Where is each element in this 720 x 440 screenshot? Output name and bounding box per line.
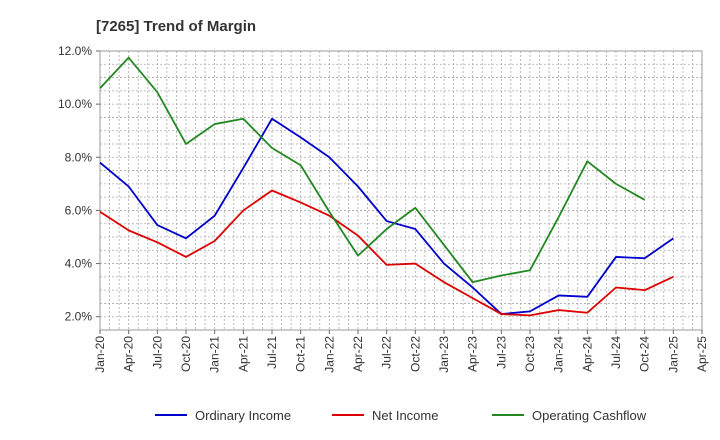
x-tick-label: Jan-22 xyxy=(322,336,336,373)
y-tick-label: 12.0% xyxy=(58,44,92,58)
chart-title: [7265] Trend of Margin xyxy=(96,18,256,35)
y-tick-label: 10.0% xyxy=(58,97,92,111)
x-tick-label: Jan-25 xyxy=(666,336,680,373)
x-tick-label: Jan-20 xyxy=(93,336,107,373)
x-tick-label: Oct-22 xyxy=(408,336,422,372)
x-tick-label: Jul-21 xyxy=(265,336,279,369)
series-line-ordinary-income xyxy=(99,117,674,315)
x-tick-label: Apr-25 xyxy=(695,336,709,372)
grid-lines xyxy=(100,51,702,330)
x-tick-label: Oct-23 xyxy=(523,336,537,372)
plot-frame xyxy=(99,50,703,331)
x-tick-label: Apr-22 xyxy=(351,336,365,372)
legend: Ordinary Income Net Income Operating Cashf… xyxy=(155,408,647,423)
x-tick-label: Jul-22 xyxy=(380,336,394,369)
x-tick-label: Jan-23 xyxy=(437,336,451,373)
x-tick-label: Apr-23 xyxy=(466,336,480,372)
x-tick-label: Apr-21 xyxy=(236,336,250,372)
legend-label: Net Income xyxy=(372,408,438,423)
x-tick-label: Oct-24 xyxy=(638,336,652,372)
x-tick-label: Oct-21 xyxy=(294,336,308,372)
x-tick-label: Jan-24 xyxy=(552,336,566,373)
y-tick-label: 4.0% xyxy=(65,257,93,271)
y-tick-label: 2.0% xyxy=(65,310,93,324)
series-lines xyxy=(99,56,674,317)
x-tick-label: Jul-23 xyxy=(494,336,508,369)
x-axis: Jan-20 Apr-20 Jul-20 Oct-20 Jan-21 Apr-21 Jul-… xyxy=(93,330,709,373)
x-tick-label: Jul-20 xyxy=(150,336,164,369)
x-tick-label: Oct-20 xyxy=(179,336,193,372)
y-axis: 2.0% 4.0% 6.0% 8.0% 10.0% 12.0% xyxy=(58,44,100,324)
legend-label: Operating Cashflow xyxy=(532,408,647,423)
y-tick-label: 8.0% xyxy=(65,150,93,164)
x-tick-label: Apr-24 xyxy=(580,336,594,372)
y-tick-label: 6.0% xyxy=(65,203,93,217)
x-tick-label: Apr-20 xyxy=(122,336,136,372)
x-tick-label: Jan-21 xyxy=(208,336,222,373)
series-line-operating-cashflow xyxy=(99,56,646,284)
legend-label: Ordinary Income xyxy=(195,408,291,423)
x-tick-label: Jul-24 xyxy=(609,336,623,369)
series-line-net-income xyxy=(99,189,674,317)
